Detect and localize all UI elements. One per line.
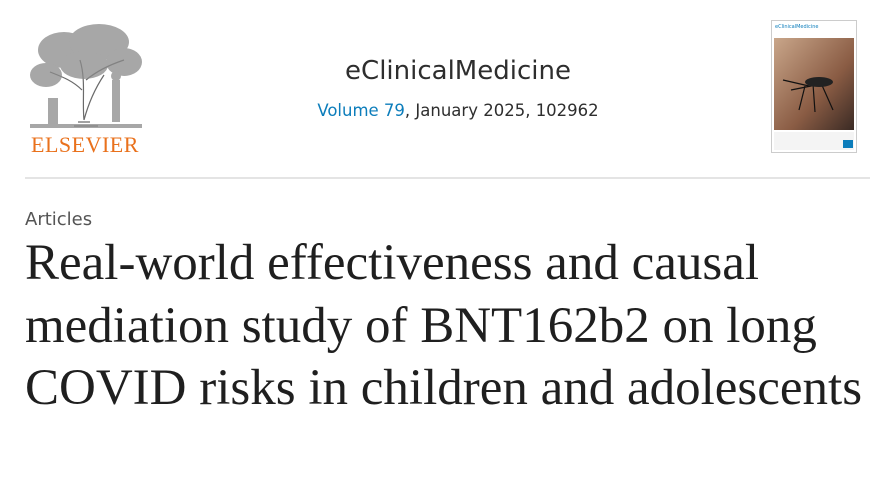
publisher-name: ELSEVIER <box>31 132 139 156</box>
cover-journal: eClinicalMedicine <box>775 24 818 30</box>
volume-link[interactable]: Volume 79 <box>317 101 405 120</box>
publisher-logo[interactable]: ELSEVIER <box>24 20 146 156</box>
issue-details: , January 2025, 102962 <box>404 101 599 120</box>
journal-cover[interactable]: eClinicalMedicine <box>771 20 857 153</box>
issue-info: Volume 79, January 2025, 102962 <box>270 101 646 120</box>
article-title: Real-world effectiveness and causal medi… <box>25 235 863 416</box>
article-section: Articles <box>25 209 93 230</box>
separator <box>25 177 870 179</box>
journal-name[interactable]: eClinicalMedicine <box>345 56 571 86</box>
